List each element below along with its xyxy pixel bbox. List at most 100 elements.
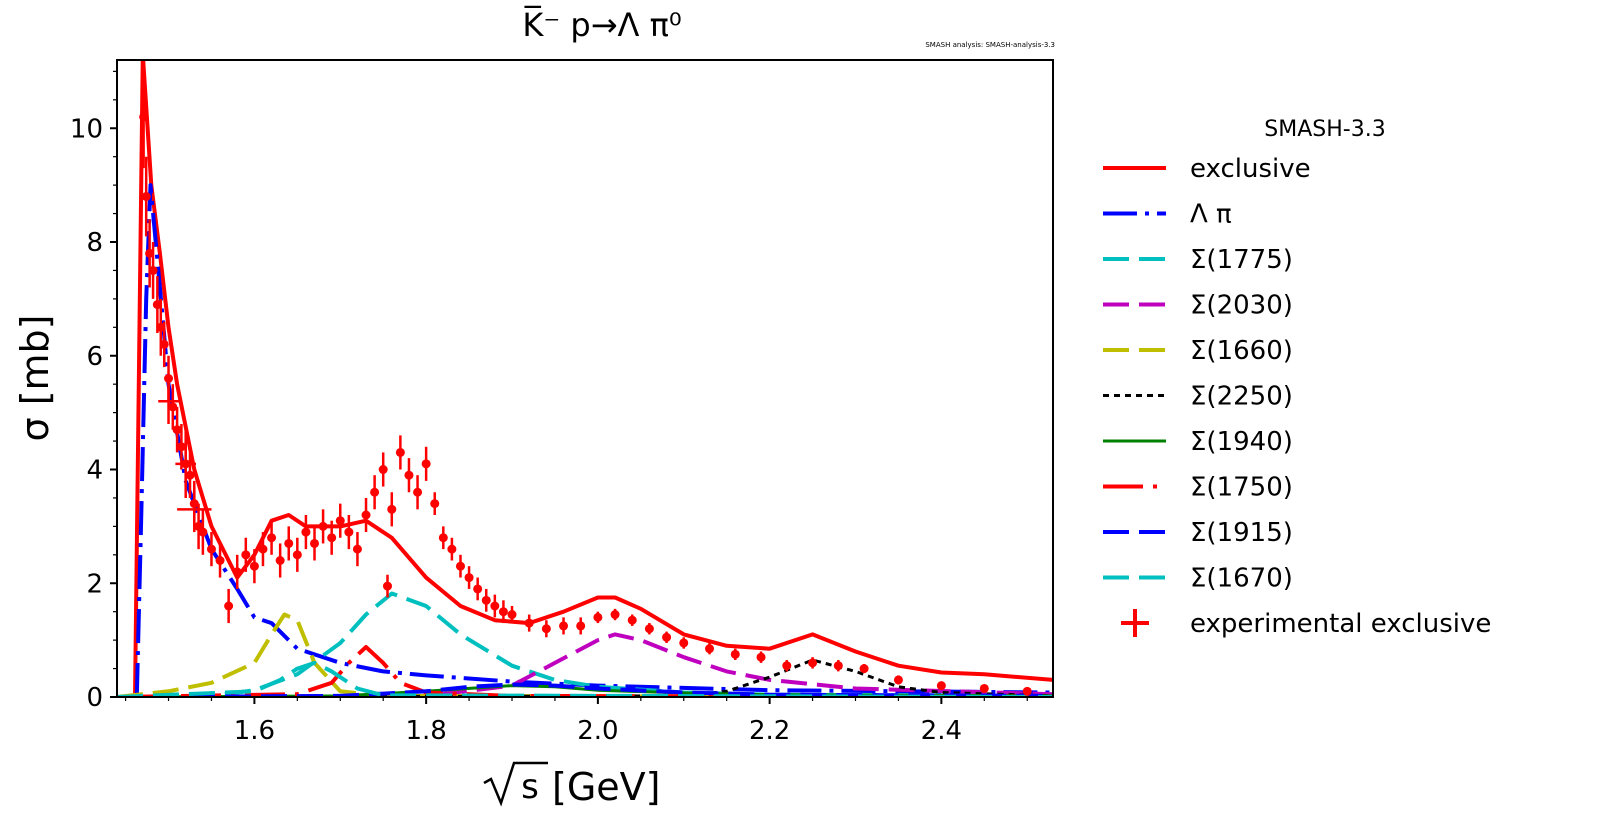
experimental-point [301,515,311,550]
x-tick-label: 1.6 [234,716,275,746]
experimental-point [473,577,483,601]
experimental-point [730,648,740,661]
experimental-point [679,637,689,649]
legend-label: Λ π [1190,200,1232,230]
legend-item: Λ π [1103,200,1232,230]
experimental-point [224,588,234,624]
experimental-point [430,492,440,515]
x-tick-label: 2.0 [577,716,618,746]
experimental-point [610,608,620,621]
legend-label: Σ(2030) [1190,291,1293,321]
plot-frame [116,59,1054,698]
sqrt-radical-icon [483,761,548,807]
legend-item: Σ(1940) [1103,427,1293,457]
experimental-point [335,503,345,538]
axis-ticks: 1.6 1.8 2.0 2.2 2.4 0 2 4 6 8 10 [70,70,1028,746]
series-line-0 [133,60,1053,697]
experimental-point [705,642,715,655]
experimental-point [644,623,654,635]
experimental-point [352,532,362,567]
legend-label: experimental exclusive [1190,609,1491,639]
y-tick-label: 8 [86,228,103,258]
experimental-point [808,657,818,669]
experimental-point [559,617,569,635]
y-tick-label: 10 [70,114,103,144]
experimental-point [936,681,946,691]
legend-item: Σ(2250) [1103,382,1293,412]
legend: SMASH-3.3 exclusive Λ π Σ(1775) Σ(2030) Σ(16… [1103,117,1491,639]
experimental-point [318,509,328,544]
legend-label: Σ(1750) [1190,473,1293,503]
experimental-point [310,526,320,561]
experimental-point [292,537,302,572]
experimental-point [275,543,285,578]
experimental-point [172,406,182,453]
x-axis-label: s [GeV] [483,761,660,809]
experimental-point [421,446,431,481]
experimental-point [241,537,251,572]
experimental-cross-point [177,486,212,533]
experimental-point [464,566,474,589]
series-line-9 [117,660,1053,697]
x-tick-label: 2.4 [921,716,962,746]
experimental-point [206,532,216,567]
experimental-point [327,520,337,555]
experimental-point [168,384,178,430]
experimental-point [176,424,186,470]
legend-label: Σ(1670) [1190,564,1293,594]
experimental-point [258,532,268,567]
experimental-point [498,600,508,624]
legend-label: exclusive [1190,154,1311,184]
experimental-point [576,617,586,635]
experimental-point [198,509,208,555]
experimental-point [284,526,294,561]
experimental-point [782,660,792,672]
legend-item: Σ(1670) [1103,564,1293,594]
legend-item: Σ(1660) [1103,336,1293,366]
experimental-point [378,452,388,487]
legend-label: Σ(1915) [1190,518,1293,548]
x-axis-label-unit: [GeV] [552,765,660,809]
legend-item: experimental exclusive [1121,609,1491,639]
y-tick-label: 6 [86,342,103,372]
experimental-point [490,594,500,618]
chart-title: K̅⁻ p→Λ π⁰ [522,5,681,44]
experimental-point [893,675,903,685]
experimental-point [413,475,423,510]
experimental-point [979,683,989,693]
experimental-point [524,614,534,632]
experimental-point [387,492,397,527]
experimental-point [859,664,869,674]
experimental-point [593,611,603,624]
x-tick-label: 1.8 [405,716,446,746]
legend-title: SMASH-3.3 [1264,117,1385,142]
legend-label: Σ(1660) [1190,336,1293,366]
experimental-point [395,435,405,470]
plot-area [117,60,1053,697]
experimental-point [139,65,149,169]
y-tick-label: 2 [86,569,103,599]
chart-subtitle: SMASH analysis: SMASH-analysis-3.3 [925,41,1055,49]
experimental-point [370,475,380,510]
y-tick-label: 4 [86,456,103,486]
experimental-cross-point [175,429,197,498]
legend-label: Σ(1940) [1190,427,1293,457]
legend-item: Σ(1775) [1103,245,1293,275]
experimental-point [833,660,843,672]
experimental-point [481,588,491,612]
experimental-point [438,526,448,550]
experimental-point [1022,686,1032,696]
x-axis-label-radicand: s [521,767,539,807]
experimental-point [215,543,225,578]
experimental-point [627,614,637,626]
experimental-point [404,458,414,493]
y-tick-label: 0 [86,683,103,713]
experimental-point [507,606,517,624]
experimental-point [361,497,371,533]
experimental-point [185,452,195,498]
legend-item: Σ(1915) [1103,518,1293,548]
experimental-point [662,631,672,643]
legend-item: Σ(2030) [1103,291,1293,321]
legend-label: Σ(2250) [1190,382,1293,412]
